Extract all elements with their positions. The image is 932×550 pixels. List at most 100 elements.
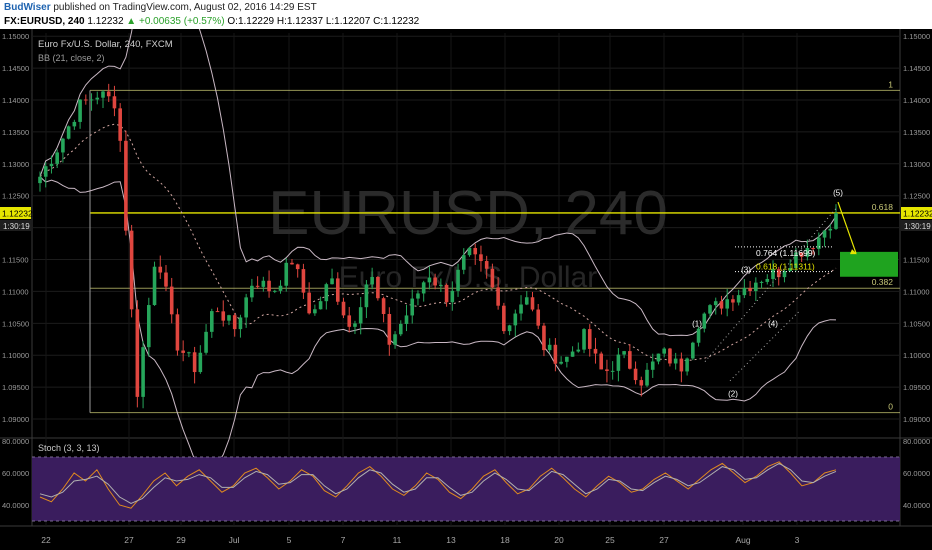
- candle-body: [101, 91, 105, 98]
- candle-body: [106, 91, 111, 97]
- candle-body: [158, 266, 163, 273]
- price-tick-label-right: 1.14500: [903, 64, 930, 73]
- symbol-info-line: FX:EURUSD, 240 1.12232 ▲ +0.00635 (+0.57…: [0, 15, 932, 29]
- candle-body: [358, 307, 363, 324]
- price-tick-label-right: 1.10000: [903, 351, 930, 360]
- candle-body: [204, 331, 208, 353]
- price-tick-label-right: 1.11500: [903, 256, 930, 265]
- candle-body: [679, 358, 684, 372]
- stoch-band: [32, 457, 900, 521]
- candle-body: [547, 344, 552, 351]
- candle-body: [782, 271, 787, 278]
- candle-body: [765, 278, 770, 282]
- candle-body: [662, 348, 667, 354]
- candle-body: [490, 268, 495, 288]
- low-value: 1.12207: [334, 16, 371, 27]
- time-tick-label: 27: [659, 535, 669, 545]
- axes: 1.15000 1.15000 1.14500 1.14500 1.14000 1.140…: [2, 32, 930, 545]
- wave-label: (4): [768, 320, 778, 329]
- wave-label: (2): [728, 390, 738, 399]
- price-tick-label-right: 1.09000: [903, 415, 930, 424]
- price-tick-label-left: 1.11000: [2, 287, 29, 296]
- candle-body: [284, 262, 289, 286]
- time-tick-label: 5: [287, 535, 292, 545]
- price-tick-label-right: 1.10500: [903, 319, 930, 328]
- candle-body: [421, 282, 426, 294]
- candle-body: [736, 295, 741, 303]
- price-tick-label-left: 1.10000: [2, 351, 29, 360]
- price-tick-label-left: 1.13500: [2, 128, 29, 137]
- candle-body: [38, 176, 42, 184]
- candle-body: [78, 99, 82, 122]
- candle-body: [696, 328, 701, 343]
- candle-body: [215, 311, 220, 313]
- candle-body: [650, 361, 655, 370]
- candle-body: [72, 121, 77, 127]
- candle-body: [209, 311, 214, 332]
- candle-body: [811, 247, 815, 249]
- candle-body: [307, 292, 311, 314]
- low-label: L:: [325, 16, 335, 27]
- candle-body: [513, 313, 518, 326]
- projection-arrow-head: [850, 249, 857, 255]
- candle-body: [776, 269, 781, 278]
- candle-body: [559, 361, 563, 364]
- price-tick-label-left: 1.09500: [2, 383, 29, 392]
- price-tick-label-right: 1.11000: [903, 287, 930, 296]
- time-tick-label: 3: [795, 535, 800, 545]
- symbol-label: FX:EURUSD, 240: [4, 16, 85, 27]
- candle-body: [232, 315, 237, 330]
- candle-body: [43, 166, 48, 177]
- candle-body: [748, 288, 752, 292]
- open-value: 1.12229: [237, 16, 275, 27]
- right-countdown: 1:30:19: [904, 222, 931, 231]
- price-tick-label-left: 1.13000: [2, 160, 29, 169]
- candle-body: [387, 314, 392, 345]
- candle-body: [685, 358, 689, 372]
- candle-body: [301, 269, 306, 293]
- author-link[interactable]: BudWiser: [4, 2, 51, 13]
- candle-body: [135, 309, 140, 397]
- candle-body: [95, 97, 100, 100]
- time-tick-label: 7: [341, 535, 346, 545]
- candle-body: [175, 314, 180, 351]
- candle-body: [805, 247, 810, 257]
- right-countdown-bg: [901, 220, 932, 231]
- price-change: ▲ +0.00635 (+0.57%): [126, 16, 225, 27]
- chart-canvas[interactable]: EURUSD, 240 Euro Fx/U.S. Dollar 10.6180.…: [0, 29, 932, 550]
- chart-area[interactable]: EURUSD, 240 Euro Fx/U.S. Dollar 1 0.618 0.…: [0, 29, 932, 550]
- candle-body: [278, 285, 283, 291]
- candle-body: [713, 301, 718, 306]
- candle-body: [628, 351, 632, 369]
- price-tick-label-left: 1.10500: [2, 319, 29, 328]
- time-tick-label: 25: [605, 535, 615, 545]
- candle-body: [313, 309, 317, 314]
- candle-body: [141, 347, 145, 397]
- candle-body: [244, 297, 248, 318]
- candle-body: [484, 261, 489, 269]
- candle-body: [702, 313, 707, 329]
- candle-body: [479, 254, 483, 262]
- stoch-tick-label-left: 80.0000: [2, 437, 29, 446]
- candle-body: [599, 353, 604, 370]
- fib-label: 1: [888, 79, 893, 89]
- candle-body: [61, 138, 65, 153]
- candle-body: [461, 255, 466, 270]
- candle-body: [828, 228, 833, 231]
- candle-body: [261, 280, 266, 287]
- time-tick-label: 22: [41, 535, 51, 545]
- time-tick-label: 27: [124, 535, 134, 545]
- candle-body: [267, 280, 271, 292]
- candle-body: [593, 348, 598, 354]
- high-value: 1.12337: [286, 16, 324, 27]
- stoch-tick-label-left: 40.0000: [2, 501, 29, 510]
- candle-body: [616, 354, 621, 371]
- candle-body: [822, 230, 827, 238]
- candle-body: [416, 293, 420, 299]
- right-price-tag-bg: [901, 207, 932, 219]
- candle-body: [410, 298, 415, 316]
- time-tick-label: 11: [393, 535, 402, 545]
- candle-body: [169, 286, 174, 315]
- candle-body: [255, 285, 260, 287]
- high-label: H:: [276, 16, 287, 27]
